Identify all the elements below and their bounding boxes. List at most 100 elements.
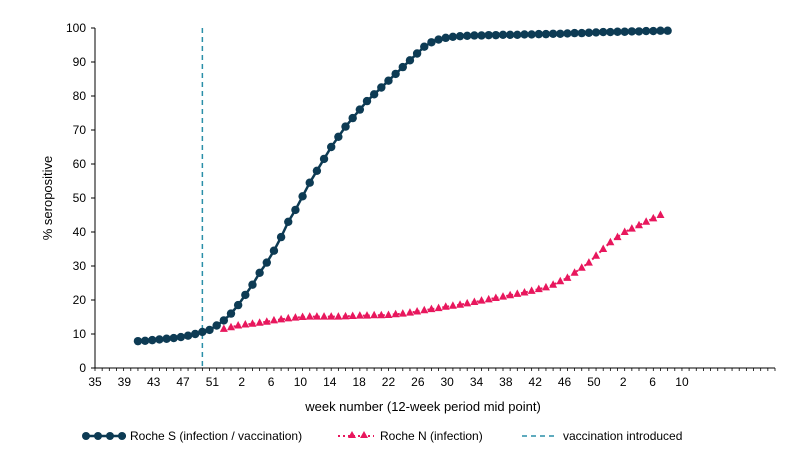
roche-s-point bbox=[563, 29, 572, 38]
roche-s-point bbox=[441, 33, 450, 43]
legend-marker bbox=[82, 432, 90, 440]
roche-n-line bbox=[223, 214, 661, 330]
roche-s-point bbox=[248, 280, 257, 289]
roche-s-point bbox=[284, 217, 293, 226]
roche-n-point bbox=[527, 286, 536, 294]
roche-s-point bbox=[498, 30, 508, 39]
x-tick-label: 6 bbox=[649, 375, 656, 389]
roche-s-point bbox=[534, 29, 543, 39]
roche-n-point bbox=[434, 303, 443, 312]
roche-n-point bbox=[584, 258, 593, 266]
roche-n-point bbox=[577, 263, 586, 271]
roche-n-point bbox=[463, 298, 472, 307]
y-tick-label: 20 bbox=[73, 293, 87, 307]
roche-s-point bbox=[319, 154, 329, 164]
roche-s-point bbox=[420, 42, 429, 51]
roche-s-point bbox=[448, 32, 458, 42]
roche-n-point bbox=[227, 322, 235, 331]
roche-n-point bbox=[656, 210, 665, 218]
roche-s-point bbox=[405, 56, 415, 65]
roche-n-point bbox=[456, 300, 465, 308]
roche-s-point bbox=[484, 30, 493, 40]
roche-n-point bbox=[312, 312, 321, 320]
x-tick-label: 22 bbox=[382, 375, 396, 389]
roche-s-point bbox=[155, 335, 164, 344]
roche-n-point bbox=[541, 282, 550, 291]
x-tick-label: 10 bbox=[675, 375, 689, 389]
y-tick-label: 40 bbox=[73, 225, 87, 239]
roche-s-point bbox=[133, 336, 143, 346]
x-tick-label: 10 bbox=[294, 375, 308, 389]
roche-n-point bbox=[327, 312, 336, 320]
y-axis-title: % seropositive bbox=[40, 156, 55, 241]
roche-s-point bbox=[570, 28, 579, 38]
roche-s-point bbox=[434, 35, 443, 44]
roche-n-point bbox=[520, 288, 529, 296]
roche-n-point bbox=[420, 305, 429, 314]
roche-n-point bbox=[613, 232, 622, 241]
y-tick-label: 80 bbox=[73, 89, 87, 103]
roche-n-point bbox=[620, 227, 629, 235]
y-tick-label: 90 bbox=[73, 55, 87, 69]
legend-item-roche-s: Roche S (infection / vaccination) bbox=[82, 429, 302, 443]
roche-s-point bbox=[262, 258, 271, 267]
roche-n-point bbox=[506, 290, 515, 299]
roche-s-point bbox=[191, 329, 200, 339]
roche-s-point bbox=[455, 31, 465, 41]
roche-s-point bbox=[305, 178, 314, 187]
roche-n-point bbox=[269, 315, 278, 324]
x-tick-label: 50 bbox=[587, 375, 601, 389]
roche-n-point bbox=[241, 319, 250, 328]
roche-n-point bbox=[398, 309, 407, 317]
roche-n-point bbox=[534, 284, 543, 293]
roche-s-point bbox=[198, 327, 207, 337]
x-tick-label: 30 bbox=[440, 375, 454, 389]
roche-s-point bbox=[412, 49, 422, 58]
x-tick-label: 38 bbox=[499, 375, 513, 389]
legend-item-roche-n: Roche N (infection) bbox=[338, 429, 483, 443]
roche-s-point bbox=[584, 28, 594, 37]
y-tick-label: 10 bbox=[73, 327, 87, 341]
roche-n-point bbox=[599, 244, 608, 252]
roche-s-point bbox=[226, 309, 236, 318]
roche-n-point bbox=[334, 312, 343, 320]
roche-n-point bbox=[441, 302, 450, 310]
roche-n-point bbox=[563, 273, 572, 281]
roche-s-point bbox=[427, 38, 436, 47]
roche-s-point bbox=[463, 31, 472, 41]
y-tick-label: 100 bbox=[66, 21, 86, 35]
legend: Roche S (infection / vaccination) Roche … bbox=[82, 429, 682, 443]
x-tick-label: 39 bbox=[118, 375, 132, 389]
roche-n-point bbox=[627, 224, 636, 232]
roche-s-point bbox=[369, 90, 379, 99]
roche-s-point bbox=[391, 69, 400, 79]
roche-n-point bbox=[513, 289, 522, 297]
roche-s-point bbox=[327, 142, 336, 152]
roche-n-point bbox=[348, 311, 357, 319]
x-tick-label: 43 bbox=[147, 375, 161, 389]
roche-s-point bbox=[527, 30, 536, 39]
roche-s-point bbox=[641, 26, 651, 36]
roche-s-point bbox=[269, 246, 279, 255]
roche-s-point bbox=[276, 232, 286, 242]
roche-s-point bbox=[634, 27, 644, 36]
roche-s-point bbox=[298, 192, 307, 201]
x-tick-label: 2 bbox=[238, 375, 245, 389]
legend-item-vaccination: vaccination introduced bbox=[522, 429, 682, 443]
roche-n-point bbox=[448, 301, 457, 309]
roche-s-point bbox=[613, 27, 622, 36]
roche-s-point bbox=[606, 27, 615, 37]
roche-n-point bbox=[305, 312, 314, 320]
roche-n-point bbox=[405, 308, 414, 316]
roche-n-point bbox=[219, 324, 228, 332]
roche-n-point bbox=[549, 280, 558, 288]
roche-s-point bbox=[599, 27, 608, 37]
roche-n-point bbox=[377, 310, 386, 319]
y-tick-label: 0 bbox=[79, 361, 86, 375]
roche-s-point bbox=[291, 205, 300, 215]
roche-n-point bbox=[570, 268, 579, 276]
x-tick-label: 6 bbox=[268, 375, 275, 389]
x-tick-label: 42 bbox=[529, 375, 543, 389]
legend-label: Roche N (infection) bbox=[380, 429, 483, 443]
y-axis: 0 10 20 30 40 50 60 70 80 90 100 bbox=[66, 21, 96, 375]
